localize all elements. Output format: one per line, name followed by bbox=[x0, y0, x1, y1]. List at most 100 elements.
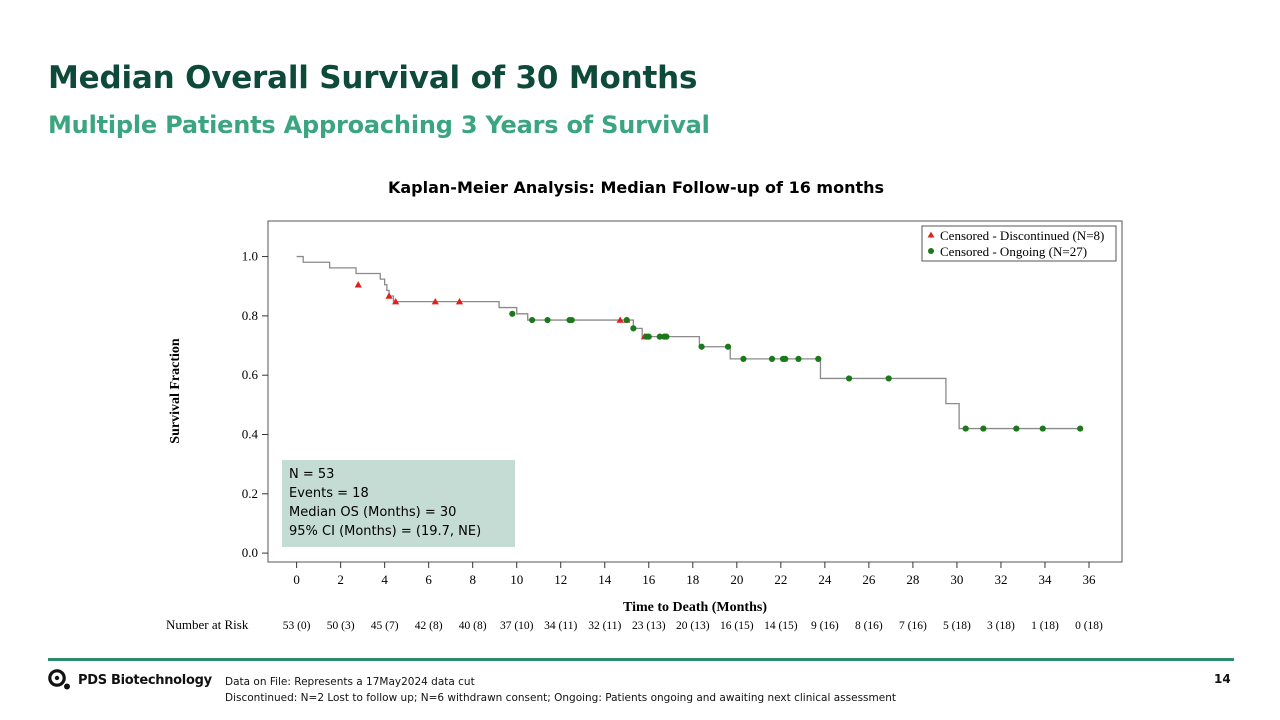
x-tick-label: 6 bbox=[425, 572, 432, 587]
x-tick-label: 2 bbox=[337, 572, 344, 587]
censored-ongoing-marker bbox=[623, 316, 630, 324]
stats-median: Median OS (Months) = 30 bbox=[289, 505, 457, 520]
legend-entry-ongoing: Censored - Ongoing (N=27) bbox=[940, 244, 1087, 259]
risk-table-value: 0 (18) bbox=[1075, 620, 1103, 632]
censored-ongoing-marker bbox=[724, 343, 732, 350]
x-tick-label: 4 bbox=[381, 572, 388, 587]
risk-table-value: 23 (13) bbox=[632, 620, 666, 632]
x-tick-label: 30 bbox=[950, 572, 963, 587]
censored-ongoing-marker bbox=[885, 375, 892, 382]
x-tick-label: 20 bbox=[730, 572, 743, 587]
y-tick-label: 0.8 bbox=[242, 308, 258, 323]
legend-circle-icon bbox=[928, 248, 934, 254]
x-tick-label: 18 bbox=[686, 572, 699, 587]
censored-ongoing-marker bbox=[980, 425, 987, 432]
risk-table-value: 50 (3) bbox=[327, 620, 355, 632]
censored-discontinued-marker bbox=[431, 298, 439, 305]
stats-box: N = 53 Events = 18 Median OS (Months) = … bbox=[282, 460, 515, 547]
x-tick-label: 8 bbox=[469, 572, 476, 587]
censored-ongoing-marker bbox=[663, 333, 670, 340]
page-number: 14 bbox=[1214, 672, 1231, 686]
x-axis-label: Time to Death (Months) bbox=[623, 600, 767, 615]
censored-ongoing-marker bbox=[645, 333, 652, 340]
censored-ongoing-marker bbox=[795, 355, 802, 362]
chart-title: Kaplan-Meier Analysis: Median Follow-up … bbox=[387, 178, 885, 197]
x-tick-label: 12 bbox=[554, 572, 567, 587]
censored-ongoing-marker bbox=[544, 316, 551, 324]
censored-ongoing-marker bbox=[698, 343, 705, 350]
x-tick-label: 36 bbox=[1082, 572, 1096, 587]
censored-ongoing-marker bbox=[740, 355, 747, 362]
censored-discontinued-marker bbox=[616, 316, 624, 323]
risk-table-value: 14 (15) bbox=[764, 620, 798, 632]
risk-table-value: 32 (11) bbox=[588, 620, 621, 632]
footnote-definitions: Discontinued: N=2 Lost to follow up; N=6… bbox=[225, 692, 896, 704]
x-tick-label: 32 bbox=[994, 572, 1007, 587]
censored-ongoing-marker bbox=[782, 355, 789, 362]
footnotes: Data on File: Represents a 17May2024 dat… bbox=[225, 674, 896, 706]
stats-ci: 95% CI (Months) = (19.7, NE) bbox=[289, 524, 482, 539]
censored-ongoing-marker bbox=[1077, 425, 1084, 432]
footer-divider bbox=[48, 658, 1234, 661]
risk-table-value: 3 (18) bbox=[987, 620, 1015, 632]
stats-events: Events = 18 bbox=[289, 486, 369, 501]
risk-table-value: 9 (16) bbox=[811, 620, 839, 632]
footnote-data-cut: Data on File: Represents a 17May2024 dat… bbox=[225, 676, 475, 688]
slide-subtitle: Multiple Patients Approaching 3 Years of… bbox=[48, 111, 710, 139]
x-tick-label: 26 bbox=[862, 572, 876, 587]
risk-table-value: 42 (8) bbox=[415, 620, 443, 632]
legend-entry-discontinued: Censored - Discontinued (N=8) bbox=[940, 228, 1104, 243]
risk-table-value: 40 (8) bbox=[459, 620, 487, 632]
y-tick-label: 0.4 bbox=[242, 426, 259, 441]
x-tick-label: 16 bbox=[642, 572, 656, 587]
company-name: PDS Biotechnology bbox=[78, 672, 212, 688]
plot-frame bbox=[267, 220, 1123, 563]
pds-logo-icon bbox=[48, 669, 70, 690]
censored-ongoing-marker bbox=[768, 355, 776, 362]
y-tick-label: 0.6 bbox=[242, 367, 259, 382]
censored-ongoing-marker bbox=[568, 316, 575, 324]
x-tick-label: 34 bbox=[1038, 572, 1052, 587]
y-tick-label: 0.0 bbox=[242, 545, 258, 560]
risk-table-value: 45 (7) bbox=[371, 620, 399, 632]
risk-table-value: 34 (11) bbox=[544, 620, 577, 632]
y-tick-label: 1.0 bbox=[242, 249, 258, 264]
x-tick-label: 24 bbox=[818, 572, 832, 587]
y-tick-label: 0.2 bbox=[242, 486, 258, 501]
censored-discontinued-marker bbox=[455, 298, 464, 305]
risk-table-value: 7 (16) bbox=[899, 620, 927, 632]
censored-ongoing-marker bbox=[962, 425, 969, 432]
censored-ongoing-marker bbox=[529, 316, 536, 324]
risk-table-value: 1 (18) bbox=[1031, 620, 1059, 632]
censored-ongoing-marker bbox=[815, 355, 822, 362]
censored-ongoing-marker bbox=[1039, 425, 1046, 432]
risk-table-value: 53 (0) bbox=[283, 620, 311, 632]
legend-box bbox=[921, 225, 1117, 262]
censored-ongoing-marker bbox=[656, 333, 663, 340]
x-tick-label: 22 bbox=[774, 572, 787, 587]
censored-ongoing-marker bbox=[630, 325, 637, 332]
censored-discontinued-marker bbox=[385, 292, 393, 299]
risk-table-value: 20 (13) bbox=[676, 620, 710, 632]
company-logo: PDS Biotechnology bbox=[48, 669, 212, 691]
censored-ongoing-marker bbox=[1013, 425, 1020, 432]
risk-table-label: Number at Risk bbox=[166, 617, 249, 632]
censored-ongoing-marker bbox=[509, 310, 516, 317]
x-tick-label: 14 bbox=[598, 572, 612, 587]
slide-title: Median Overall Survival of 30 Months bbox=[48, 60, 698, 96]
risk-table-value: 37 (10) bbox=[500, 620, 534, 632]
risk-table-value: 5 (18) bbox=[943, 620, 971, 632]
censored-discontinued-marker bbox=[354, 281, 362, 288]
censored-ongoing-marker bbox=[845, 375, 853, 382]
stats-n: N = 53 bbox=[289, 467, 335, 482]
legend-triangle-icon bbox=[927, 231, 935, 238]
x-tick-label: 10 bbox=[510, 572, 523, 587]
risk-table-value: 16 (15) bbox=[720, 620, 754, 632]
y-axis-label: Survival Fraction bbox=[168, 338, 183, 444]
censored-discontinued-marker bbox=[392, 298, 400, 305]
risk-table-value: 8 (16) bbox=[855, 620, 883, 632]
survival-curve bbox=[296, 255, 1081, 430]
x-tick-label: 28 bbox=[906, 572, 919, 587]
x-tick-label: 0 bbox=[293, 572, 300, 587]
